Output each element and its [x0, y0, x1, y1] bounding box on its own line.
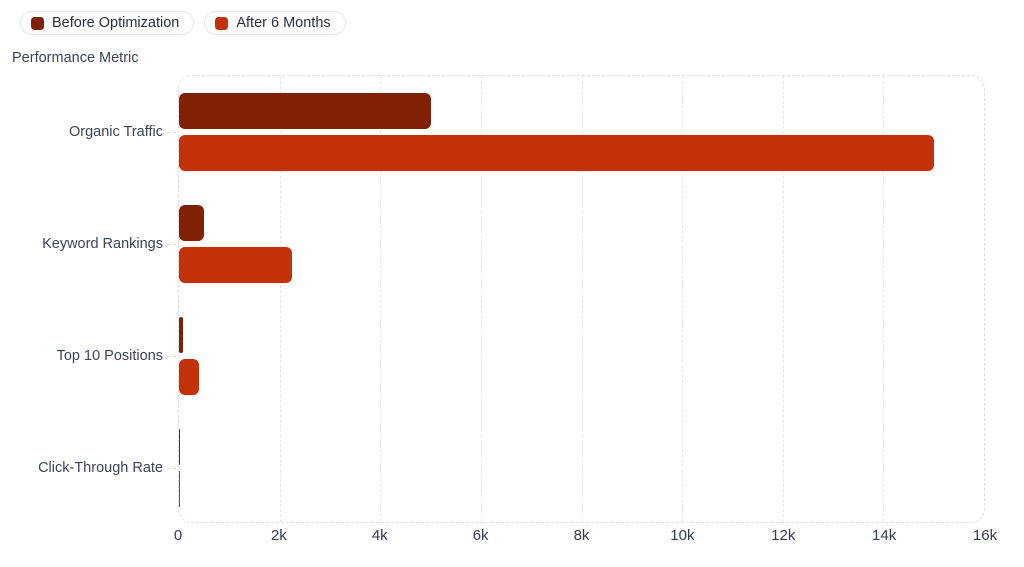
legend-item-before-optimization[interactable]: Before Optimization [20, 11, 195, 35]
category-row: Organic Traffic [69, 76, 984, 188]
category-row: Keyword Rankings [42, 188, 984, 300]
gridline [581, 76, 583, 522]
gridline [883, 76, 885, 522]
x-tick-label: 10k [670, 527, 695, 544]
legend-label-before: Before Optimization [52, 15, 180, 31]
category-label: Keyword Rankings [42, 236, 163, 252]
category-label: Click-Through Rate [38, 460, 163, 476]
legend: Before Optimization After 6 Months [20, 11, 346, 35]
x-tick-label: 6k [472, 527, 489, 544]
y-axis-title: Performance Metric [12, 50, 139, 66]
legend-label-after: After 6 Months [236, 15, 331, 31]
x-tick-label: 0 [173, 527, 183, 544]
category-label-wrap: Organic Traffic [69, 124, 176, 140]
x-tick-label: 8k [573, 527, 590, 544]
x-tick-label: 4k [371, 527, 388, 544]
x-tick-label: 14k [872, 527, 897, 544]
category-label-wrap: Click-Through Rate [38, 460, 176, 476]
gridline [279, 76, 281, 522]
bar-after[interactable] [179, 247, 293, 283]
y-axis-tick [167, 355, 176, 357]
plot-area: Organic Traffic Keyword Rankings Top 10 Po… [38, 75, 985, 524]
category-label: Organic Traffic [68, 124, 163, 140]
x-tick-label: 16k [972, 527, 998, 544]
category-label-wrap: Top 10 Positions [57, 348, 176, 364]
bar-group [179, 93, 984, 171]
y-axis-tick [167, 243, 176, 245]
gridline [380, 76, 382, 522]
bar-after[interactable] [179, 135, 934, 171]
gridline [682, 76, 684, 522]
bar-after[interactable] [179, 359, 200, 395]
legend-swatch-before-icon [31, 16, 44, 30]
x-tick-label: 2k [270, 527, 287, 544]
bar-group [179, 205, 984, 283]
bar-group [179, 429, 984, 507]
gridline [480, 76, 482, 522]
category-label: Top 10 Positions [56, 348, 163, 364]
bar-before[interactable] [179, 317, 184, 353]
bar-group [179, 317, 984, 395]
y-axis-tick [167, 467, 176, 469]
bar-before[interactable] [179, 205, 205, 241]
category-label-wrap: Keyword Rankings [42, 236, 176, 252]
category-row: Top 10 Positions [57, 300, 984, 412]
x-tick-label: 12k [771, 527, 796, 544]
legend-item-after-6-months[interactable]: After 6 Months [204, 11, 346, 35]
legend-swatch-after-icon [215, 16, 229, 30]
category-row: Click-Through Rate [38, 412, 984, 524]
x-axis: 0 2k 4k 6k 8k 10k 12k 14k 16k [174, 527, 997, 549]
bar-before[interactable] [179, 93, 431, 129]
gridline [782, 76, 784, 522]
y-axis-tick [167, 131, 176, 133]
